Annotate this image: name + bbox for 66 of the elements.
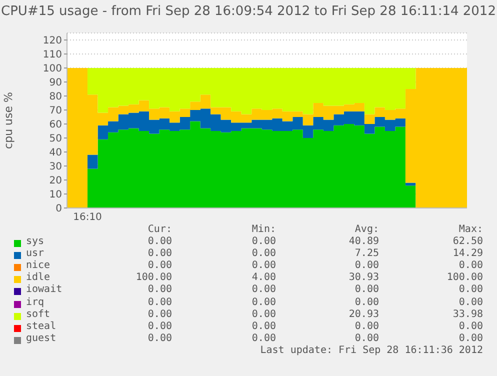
- text: 100.00: [446, 272, 483, 284]
- text: 0.00: [252, 284, 276, 296]
- text: 0.00: [252, 332, 276, 344]
- legend-label: sys: [26, 236, 44, 247]
- text: 14.29: [452, 248, 483, 260]
- legend-label: soft: [26, 308, 50, 320]
- text: 0.00: [148, 296, 172, 308]
- text: 0.00: [354, 296, 379, 308]
- text: 100.00: [136, 272, 172, 284]
- text: 0.00: [354, 320, 379, 332]
- text: 0.00: [148, 236, 172, 247]
- text: 0.00: [354, 284, 379, 296]
- legend-label: idle: [26, 272, 50, 284]
- text: Cur:: [148, 224, 172, 235]
- text: 0.00: [252, 248, 276, 260]
- chart-title: CPU#15 usage - from Fri Sep 28 16:09:54 2012 to Fri Sep 28 16:11:14 2012: [0, 4, 497, 19]
- y-tick-label: 100: [42, 64, 62, 75]
- text: 0.00: [458, 320, 483, 332]
- text: 0.00: [354, 332, 379, 344]
- y-tick-label: 50: [49, 134, 62, 145]
- text: 7.25: [354, 248, 379, 260]
- text: 30.93: [348, 272, 379, 284]
- y-tick-label: 20: [49, 176, 62, 187]
- y-axis-title: cpu use %: [2, 92, 15, 149]
- text: 0.00: [252, 260, 276, 272]
- text: 0.00: [252, 320, 276, 332]
- y-tick-label: 110: [42, 50, 62, 61]
- text: 0.00: [148, 248, 172, 260]
- y-tick-label: 30: [49, 162, 62, 173]
- text: 0.00: [458, 332, 483, 344]
- x-tick-label: 16:10: [73, 212, 102, 224]
- legend-label: guest: [26, 332, 56, 344]
- text: 0.00: [458, 260, 483, 272]
- text: 62.50: [452, 236, 483, 247]
- y-tick-label: 40: [49, 148, 62, 159]
- legend-label: steal: [26, 320, 56, 332]
- y-tick-label: 120: [42, 36, 62, 47]
- text: 0.00: [354, 260, 379, 272]
- y-tick-label: 10: [49, 190, 62, 201]
- text: Last update: Fri Sep 28 16:11:36 2012: [260, 344, 483, 356]
- text: 0.00: [148, 320, 172, 332]
- text: 0.00: [458, 284, 483, 296]
- y-tick-label: 0: [56, 204, 62, 215]
- legend-label: irq: [26, 296, 44, 308]
- y-tick-label: 90: [49, 78, 62, 89]
- text: 0.00: [252, 296, 276, 308]
- text: 0.00: [148, 332, 172, 344]
- text: 0.00: [148, 308, 172, 320]
- text: Avg:: [354, 224, 379, 235]
- text: 0.00: [458, 296, 483, 308]
- legend-label: iowait: [26, 284, 62, 296]
- y-tick-label: 60: [49, 120, 62, 131]
- legend-label: usr: [26, 248, 44, 260]
- text: 4.00: [252, 272, 276, 284]
- y-tick-label: 80: [49, 92, 62, 103]
- text: 0.00: [252, 236, 276, 247]
- text: Min:: [252, 224, 276, 235]
- text: 40.89: [348, 236, 379, 247]
- text: 33.98: [452, 308, 483, 320]
- text: 20.93: [348, 308, 379, 320]
- y-tick-label: 70: [49, 106, 62, 117]
- legend-label: nice: [26, 260, 50, 272]
- text: 0.00: [148, 260, 172, 272]
- text: Max:: [458, 224, 483, 235]
- text: 0.00: [252, 308, 276, 320]
- text: 0.00: [148, 284, 172, 296]
